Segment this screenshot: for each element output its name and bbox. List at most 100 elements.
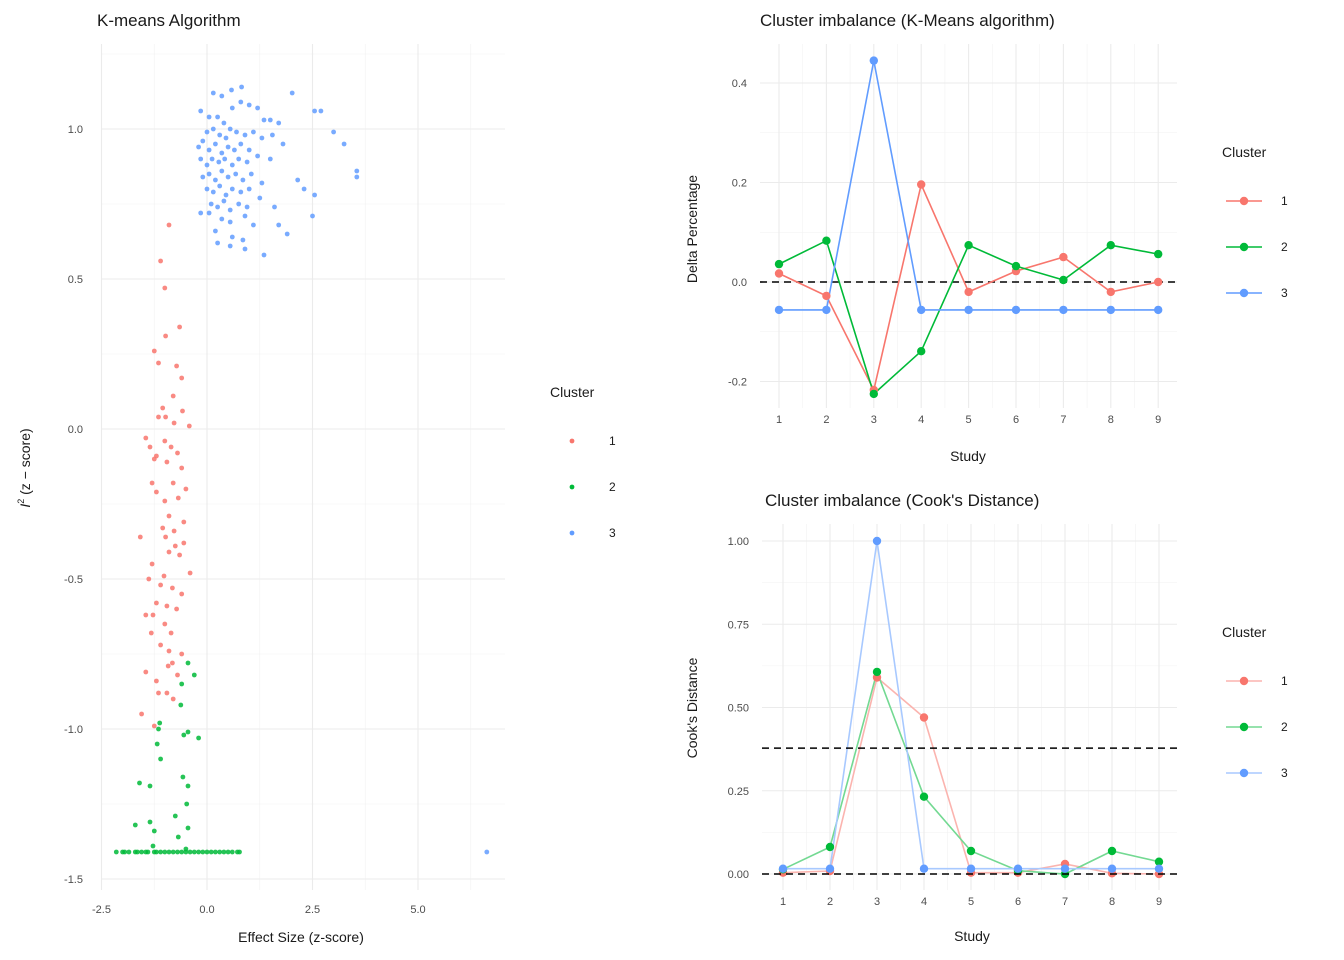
scatter-point-cluster-3 xyxy=(223,135,229,141)
scatter-point-cluster-3 xyxy=(267,117,273,123)
y-label-sup: 2 xyxy=(16,499,26,504)
scatter-point-cluster-1 xyxy=(158,582,164,588)
scatter-point-cluster-1 xyxy=(148,630,154,636)
scatter-point-cluster-1 xyxy=(151,348,157,354)
scatter-point-cluster-3 xyxy=(234,129,239,135)
scatter-point-cluster-2 xyxy=(179,681,185,687)
kmeans-grid xyxy=(100,44,505,890)
scatter-point-cluster-3 xyxy=(227,243,233,249)
scatter-point-cluster-1 xyxy=(143,435,149,441)
x-tick-label: 9 xyxy=(1156,896,1162,908)
scatter-point-cluster-2 xyxy=(156,726,161,732)
x-tick-label: 8 xyxy=(1109,896,1115,908)
series-point-cluster-2 xyxy=(919,792,929,801)
scatter-point-cluster-2 xyxy=(191,849,197,855)
scatter-point-cluster-3 xyxy=(310,213,315,219)
scatter-point-cluster-3 xyxy=(246,102,252,108)
x-tick-label: 7 xyxy=(1062,896,1068,908)
scatter-point-cluster-1 xyxy=(180,408,185,414)
y-tick-label: -1.0 xyxy=(64,724,83,736)
scatter-point-cluster-2 xyxy=(139,849,145,855)
scatter-point-cluster-1 xyxy=(179,651,185,657)
scatter-point-cluster-3 xyxy=(229,186,235,192)
legend-key-cluster-1 xyxy=(569,438,575,444)
scatter-point-cluster-3 xyxy=(484,849,490,855)
scatter-point-cluster-3 xyxy=(222,156,228,162)
scatter-point-cluster-1 xyxy=(137,534,143,540)
scatter-point-cluster-1 xyxy=(166,648,172,654)
scatter-point-cluster-1 xyxy=(172,543,178,549)
scatter-point-cluster-3 xyxy=(251,222,256,228)
scatter-point-cluster-3 xyxy=(204,129,210,135)
x-tick-label: 2 xyxy=(823,414,829,426)
scatter-point-cluster-1 xyxy=(151,456,157,462)
x-tick-label: 3 xyxy=(874,896,880,908)
scatter-point-cluster-3 xyxy=(238,189,244,195)
scatter-point-cluster-3 xyxy=(236,201,242,207)
scatter-point-cluster-3 xyxy=(261,117,267,123)
cooks-distance-x-axis-label: Study xyxy=(954,928,990,944)
series-point-cluster-3 xyxy=(872,536,882,546)
scatter-point-cluster-3 xyxy=(229,87,234,93)
scatter-point-cluster-1 xyxy=(166,549,172,555)
scatter-point-cluster-1 xyxy=(162,621,168,627)
scatter-point-cluster-3 xyxy=(276,120,282,126)
scatter-point-cluster-3 xyxy=(215,240,221,246)
y-tick-label: 0.25 xyxy=(728,786,749,798)
scatter-point-cluster-2 xyxy=(137,780,142,786)
scatter-point-cluster-3 xyxy=(221,120,227,126)
scatter-point-cluster-3 xyxy=(217,132,223,138)
legend-key-point-cluster-2 xyxy=(1239,242,1249,252)
scatter-point-cluster-1 xyxy=(143,612,149,618)
series-point-cluster-3 xyxy=(919,864,929,873)
cooks-distance-grid xyxy=(762,524,1177,890)
scatter-point-cluster-1 xyxy=(147,444,153,450)
x-tick-label: 6 xyxy=(1013,414,1019,426)
scatter-point-cluster-3 xyxy=(221,198,227,204)
scatter-point-cluster-3 xyxy=(238,99,244,105)
series-point-cluster-3 xyxy=(822,305,831,315)
scatter-point-cluster-3 xyxy=(257,195,263,201)
scatter-point-cluster-1 xyxy=(174,363,180,369)
scatter-point-cluster-2 xyxy=(184,801,190,807)
scatter-point-cluster-3 xyxy=(216,159,222,165)
y-tick-label: 0.0 xyxy=(732,277,747,289)
scatter-point-cluster-1 xyxy=(181,540,187,546)
scatter-point-cluster-1 xyxy=(187,570,193,576)
scatter-point-cluster-1 xyxy=(164,459,170,465)
kmeans-imbalance-y-axis-label: Delta Percentage xyxy=(684,175,700,283)
scatter-point-cluster-3 xyxy=(312,108,317,114)
scatter-point-cluster-2 xyxy=(151,828,157,834)
scatter-point-cluster-3 xyxy=(213,228,218,234)
series-point-cluster-3 xyxy=(1011,305,1021,315)
scatter-point-cluster-3 xyxy=(318,108,324,114)
series-point-cluster-2 xyxy=(966,846,976,856)
scatter-point-cluster-2 xyxy=(229,849,235,855)
series-point-cluster-2 xyxy=(1154,857,1164,866)
scatter-point-cluster-3 xyxy=(223,192,229,198)
scatter-point-cluster-3 xyxy=(233,171,239,177)
legend-label: 3 xyxy=(1281,286,1288,300)
x-tick-label: 1 xyxy=(780,896,786,908)
scatter-point-cluster-3 xyxy=(267,156,273,162)
series-point-cluster-3 xyxy=(1107,864,1117,873)
scatter-point-cluster-2 xyxy=(157,720,163,726)
scatter-point-cluster-3 xyxy=(270,132,275,138)
legend-label: 3 xyxy=(1281,766,1288,780)
y-tick-label: 0.0 xyxy=(68,424,83,436)
scatter-point-cluster-2 xyxy=(154,741,160,747)
scatter-point-cluster-2 xyxy=(200,849,206,855)
scatter-point-cluster-3 xyxy=(210,126,216,132)
scatter-point-cluster-1 xyxy=(163,534,169,540)
scatter-point-cluster-2 xyxy=(162,849,168,855)
scatter-point-cluster-2 xyxy=(217,849,223,855)
y-tick-label: -1.5 xyxy=(64,874,83,886)
scatter-point-cluster-3 xyxy=(219,216,225,222)
series-point-cluster-2 xyxy=(822,236,831,245)
scatter-point-cluster-1 xyxy=(170,480,176,486)
y-tick-label: 1.0 xyxy=(68,124,83,136)
series-point-cluster-3 xyxy=(778,864,788,873)
x-tick-label: 4 xyxy=(918,414,924,426)
scatter-point-cluster-1 xyxy=(139,711,145,717)
scatter-point-cluster-1 xyxy=(175,495,181,501)
